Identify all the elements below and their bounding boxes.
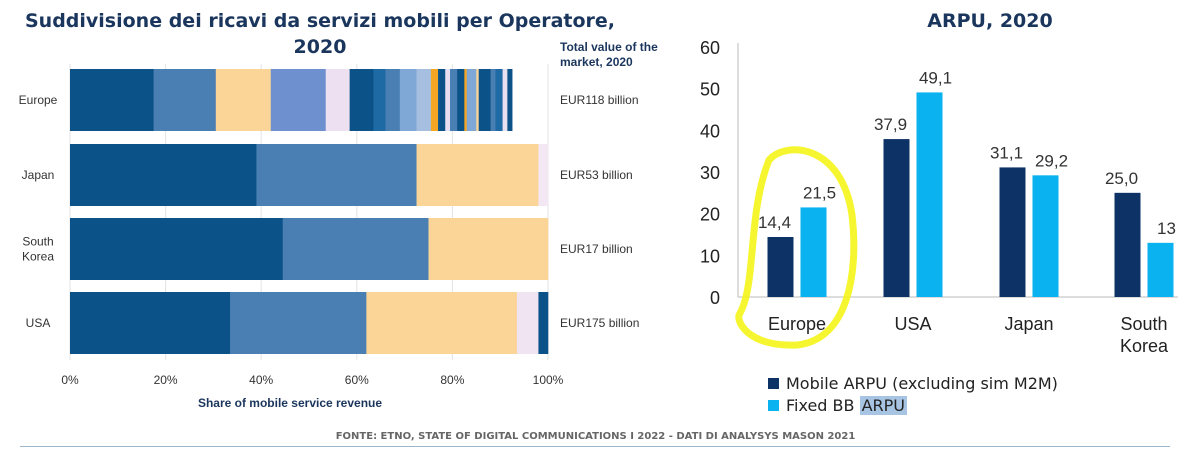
y-category-label: USA: [26, 316, 51, 330]
bar-segment: [70, 218, 284, 280]
bar-mobile: [1114, 192, 1141, 297]
bar-fixed: [1147, 242, 1174, 297]
legend-swatch-fixed: [768, 399, 779, 411]
bar-segment: [507, 69, 513, 131]
y-tick-label: 10: [700, 246, 720, 266]
source-footer: FONTE: ETNO, STATE OF DIGITAL COMMUNICAT…: [335, 431, 856, 442]
legend-item-mobile: Mobile ARPU (excluding sim M2M): [768, 372, 1058, 394]
bar-segment: [538, 292, 549, 354]
legend-swatch-mobile: [768, 377, 779, 389]
total-value-label: EUR118 billion: [560, 93, 639, 107]
y-category-label: Japan: [22, 168, 55, 182]
y-tick-label: 60: [700, 38, 720, 58]
bar-segment: [366, 292, 518, 354]
bar-fixed: [916, 92, 943, 298]
x-tick-label: 40%: [249, 373, 273, 387]
x-category-label: South: [1120, 314, 1167, 334]
value-label: 13: [1157, 219, 1176, 238]
y-tick-label: 40: [700, 121, 720, 141]
bar-segment: [428, 218, 549, 280]
bar-segment: [416, 69, 432, 131]
legend-label-mobile: Mobile ARPU (excluding sim M2M): [786, 373, 1058, 393]
bar-segment: [230, 292, 367, 354]
x-tick-label: 100%: [533, 373, 564, 387]
stacked-bar-chart: 0% 20% 40% 60% 80% 100% Europe EUR118 billion Ja…: [19, 64, 639, 410]
bar-segment: [430, 69, 439, 131]
total-value-label: EUR175 billion: [560, 316, 639, 330]
y-tick-label: 50: [700, 80, 720, 100]
bar-segment: [70, 292, 231, 354]
bar-fixed: [1032, 175, 1059, 297]
bar-segment: [490, 69, 496, 131]
legend-highlight: ARPU: [859, 395, 908, 415]
value-label: 31,1: [990, 143, 1023, 162]
total-value-header: Total value of the market, 2020: [560, 40, 658, 69]
bar-mobile: [767, 237, 794, 297]
y-tick-label: 30: [700, 163, 720, 183]
bar-segment: [70, 69, 154, 131]
value-label: 21,5: [803, 183, 836, 202]
bar-segment: [70, 144, 257, 206]
right-chart-title: ARPU, 2020: [927, 10, 1053, 32]
bar-segment: [256, 144, 417, 206]
y-category-label: Europe: [19, 93, 58, 107]
x-tick-label: 80%: [440, 373, 464, 387]
bar-segment: [282, 218, 429, 280]
bar-segment: [478, 69, 491, 131]
legend-item-fixed: Fixed BB ARPU: [768, 394, 1058, 416]
bar-segment: [538, 144, 549, 206]
total-value-label: EUR17 billion: [560, 242, 633, 256]
bar-segment: [457, 69, 465, 131]
x-category-label: Korea: [1120, 336, 1169, 356]
total-value-label: EUR53 billion: [560, 168, 633, 182]
bar-segment: [373, 69, 386, 131]
x-category-label: Japan: [1004, 314, 1053, 334]
arpu-legend: Mobile ARPU (excluding sim M2M) Fixed BB…: [768, 372, 1058, 416]
bar-segment: [495, 69, 503, 131]
value-label: 25,0: [1105, 169, 1138, 188]
bar-segment: [476, 69, 479, 131]
value-label: 14,4: [758, 213, 791, 232]
bar-segment: [270, 69, 327, 131]
value-label: 37,9: [874, 115, 907, 134]
bar-mobile: [883, 139, 910, 297]
bar-segment: [466, 69, 477, 131]
footer-divider: [20, 446, 1170, 447]
bar-segment: [502, 69, 508, 131]
y-category-label: South: [22, 235, 53, 249]
x-tick-label: 0%: [61, 373, 79, 387]
y-category-label: Korea: [22, 250, 54, 264]
bar-segment: [215, 69, 272, 131]
bar-segment: [450, 69, 458, 131]
bar-segment: [445, 69, 451, 131]
bar-segment: [349, 69, 374, 131]
bar-segment: [516, 292, 539, 354]
bar-segment: [399, 69, 417, 131]
y-tick-label: 0: [710, 288, 720, 308]
bar-fixed: [800, 207, 827, 297]
x-category-label: USA: [894, 314, 931, 334]
value-label: 49,1: [919, 68, 952, 87]
legend-label-fixed: Fixed BB ARPU: [786, 395, 908, 415]
bar-segment: [153, 69, 217, 131]
x-tick-label: 60%: [345, 373, 369, 387]
x-axis-title: Share of mobile service revenue: [198, 396, 382, 410]
bar-segment: [464, 69, 468, 131]
value-label: 29,2: [1035, 151, 1068, 170]
bar-segment: [385, 69, 401, 131]
annotation-highlight-circle: [735, 146, 858, 349]
bar-segment: [438, 69, 446, 131]
left-chart-title: Suddivisione dei ricavi da servizi mobil…: [24, 10, 616, 58]
bar-segment: [416, 144, 539, 206]
bar-segment: [325, 69, 350, 131]
arpu-bar-chart: 0 10 20 30 40 50 60 14,4 21,5 Europe 37,9 49,1 USA 31…: [700, 38, 1178, 356]
x-tick-label: 20%: [154, 373, 178, 387]
bar-mobile: [999, 167, 1026, 297]
x-category-label: Europe: [768, 314, 826, 334]
y-tick-label: 20: [700, 205, 720, 225]
